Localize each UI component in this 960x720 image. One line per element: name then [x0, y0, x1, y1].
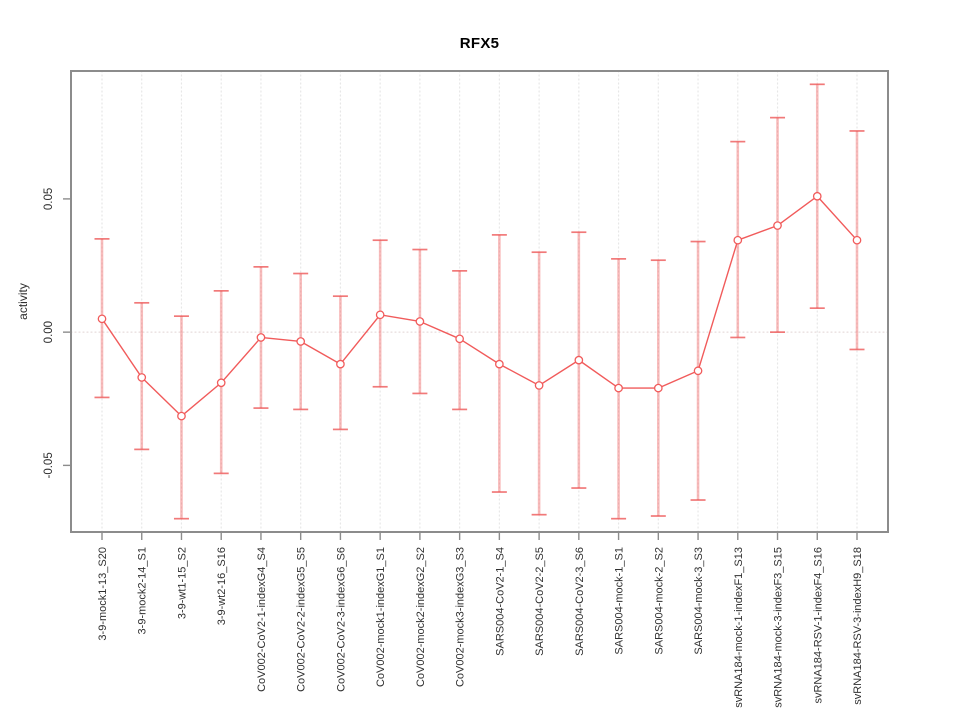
- x-category-label: 3-9-wt2-16_S16: [216, 547, 228, 625]
- data-point-marker: [415, 317, 425, 326]
- x-category-label: SARS004-mock-3_S3: [693, 547, 705, 655]
- x-category-label: SARS004-mock-1_S1: [614, 547, 626, 655]
- data-point-marker: [296, 337, 306, 346]
- plot-box: [70, 70, 889, 533]
- series-line: [101, 195, 858, 417]
- y-axis: -0.05 0.00 0.05: [43, 188, 70, 478]
- x-category-label: svRNA184-RSV-3-indexH9_S18: [852, 547, 864, 705]
- data-point-marker: [97, 314, 107, 324]
- x-category-label: CoV002-mock2-indexG2_S2: [415, 547, 427, 687]
- data-point-marker: [574, 355, 584, 365]
- data-point-marker: [177, 411, 186, 421]
- data-points: [97, 191, 862, 421]
- data-point-marker: [256, 333, 266, 342]
- chart-title: RFX5: [459, 35, 500, 52]
- x-category-label: SARS004-CoV2-1_S4: [494, 547, 506, 656]
- y-tick-label: -0.05: [43, 452, 55, 478]
- x-category-label: CoV002-mock3-indexG3_S3: [455, 547, 467, 687]
- x-category-label: SARS004-CoV2-2_S5: [534, 547, 546, 656]
- x-category-label: 3-9-mock2-14_S1: [137, 547, 149, 634]
- x-category-label: CoV002-CoV2-2-indexG5_S5: [296, 547, 308, 692]
- x-category-label: CoV002-mock1-indexG1_S1: [375, 547, 387, 687]
- y-axis-label: activity: [16, 283, 30, 320]
- data-point-marker: [773, 221, 782, 230]
- x-category-label: SARS004-CoV2-3_S6: [574, 547, 586, 656]
- x-category-label: 3-9-mock1-13_S20: [97, 547, 109, 641]
- data-point-marker: [693, 366, 703, 376]
- data-point-marker: [812, 191, 822, 201]
- data-point-marker: [534, 381, 544, 390]
- x-category-label: CoV002-CoV2-1-indexG4_S4: [256, 547, 268, 692]
- data-point-marker: [733, 235, 743, 245]
- data-point-marker: [653, 383, 663, 393]
- data-point-marker: [137, 373, 147, 382]
- x-category-label: CoV002-CoV2-3-indexG6_S6: [335, 547, 347, 692]
- x-axis: 3-9-mock1-13_S20 3-9-mock2-14_S1 3-9-wt1-1…: [97, 533, 864, 708]
- data-point-marker: [852, 235, 862, 245]
- x-category-label: SARS004-mock-2_S2: [653, 547, 665, 655]
- data-point-marker: [216, 378, 226, 388]
- data-point-marker: [495, 359, 504, 369]
- x-category-label: 3-9-wt1-15_S2: [176, 547, 188, 619]
- y-tick-label: 0.00: [43, 321, 55, 343]
- y-tick-label: 0.05: [43, 188, 55, 210]
- x-category-label: svRNA184-RSV-1-indexF4_S16: [812, 547, 824, 704]
- data-point-marker: [375, 310, 385, 320]
- error-bars: [94, 83, 865, 520]
- data-point-marker: [614, 383, 623, 393]
- data-point-marker: [336, 359, 345, 369]
- gridlines: [70, 70, 889, 533]
- x-category-label: svRNA184-mock-3-indexF3_S15: [773, 547, 785, 708]
- data-point-marker: [455, 334, 464, 344]
- x-category-label: svRNA184-mock-1-indexF1_S13: [733, 547, 745, 708]
